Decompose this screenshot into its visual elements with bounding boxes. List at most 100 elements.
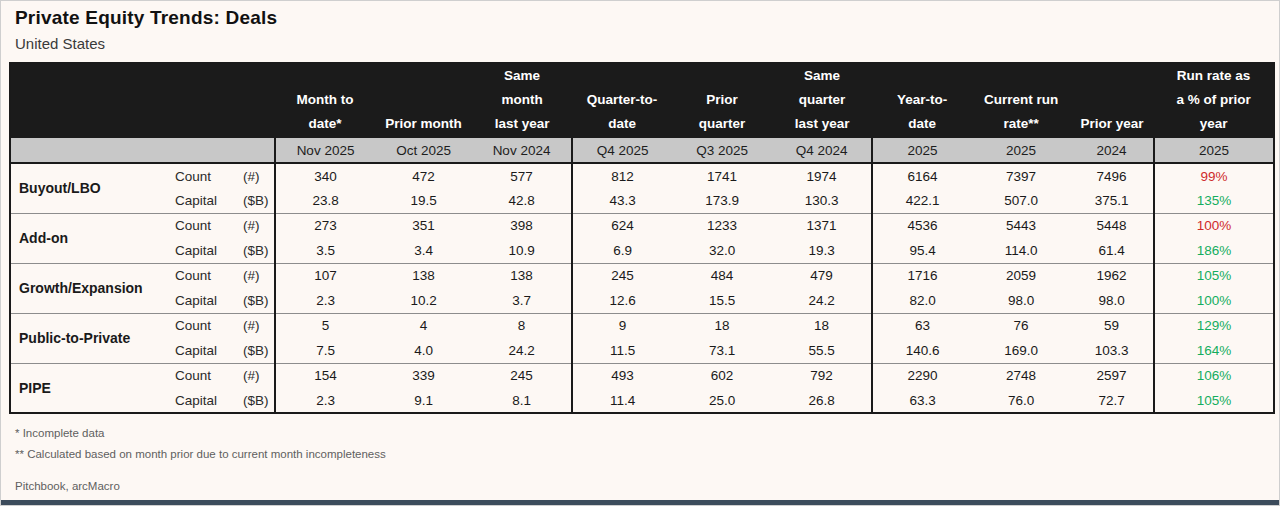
cell-value: 140.6 <box>872 338 972 363</box>
titlebar: Private Equity Trends: Deals United Stat… <box>1 1 1279 52</box>
period-label: 2025 <box>972 138 1070 163</box>
column-header-quarter-to-date: Quarter-to- date <box>572 63 672 138</box>
table-row: PIPE Count (#) 154 339 245 493 602 792 2… <box>10 363 1274 388</box>
cell-value: 43.3 <box>572 188 672 213</box>
cell-value: 812 <box>572 163 672 188</box>
run-rate-pct: 105% <box>1154 263 1274 288</box>
period-subheader-row: Nov 2025 Oct 2025 Nov 2024 Q4 2025 Q3 20… <box>10 138 1274 163</box>
cell-value: 9 <box>572 313 672 338</box>
cell-value: 63 <box>872 313 972 338</box>
cell-value: 6.9 <box>572 238 672 263</box>
cell-value: 2748 <box>972 363 1070 388</box>
cell-value: 12.6 <box>572 288 672 313</box>
cell-value: 11.5 <box>572 338 672 363</box>
cell-value: 19.5 <box>375 188 472 213</box>
cell-value: 375.1 <box>1070 188 1154 213</box>
cell-value: 24.2 <box>472 338 572 363</box>
cell-value: 422.1 <box>872 188 972 213</box>
cell-value: 82.0 <box>872 288 972 313</box>
cell-value: 472 <box>375 163 472 188</box>
cell-value: 23.8 <box>275 188 375 213</box>
unit-label: (#) <box>235 263 275 288</box>
page-title: Private Equity Trends: Deals <box>15 7 1279 29</box>
cell-value: 339 <box>375 363 472 388</box>
run-rate-pct: 106% <box>1154 363 1274 388</box>
period-label: Q3 2025 <box>672 138 772 163</box>
cell-value: 98.0 <box>972 288 1070 313</box>
unit-label: ($B) <box>235 188 275 213</box>
cell-value: 76 <box>972 313 1070 338</box>
cell-value: 95.4 <box>872 238 972 263</box>
cell-value: 577 <box>472 163 572 188</box>
cell-value: 3.5 <box>275 238 375 263</box>
cell-value: 42.8 <box>472 188 572 213</box>
cell-value: 7397 <box>972 163 1070 188</box>
column-header-month-to-date: Month to date* <box>275 63 375 138</box>
cell-value: 63.3 <box>872 388 972 413</box>
report-page: { "header": { "title": "Private Equity T… <box>0 0 1280 506</box>
cell-value: 98.0 <box>1070 288 1154 313</box>
cell-value: 4.0 <box>375 338 472 363</box>
pe-deals-table: Month to date* Prior month Same month la… <box>9 62 1275 414</box>
cell-value: 18 <box>672 313 772 338</box>
cell-value: 5448 <box>1070 213 1154 238</box>
column-header-prior-year: Prior year <box>1070 63 1154 138</box>
page-subtitle: United States <box>15 35 1279 52</box>
metric-label: Capital <box>162 288 235 313</box>
column-header-run-rate-pct: Run rate as a % of prior year <box>1154 63 1274 138</box>
table-row: Add-on Count (#) 273 351 398 624 1233 13… <box>10 213 1274 238</box>
table-row: Growth/Expansion Count (#) 107 138 138 2… <box>10 263 1274 288</box>
footnote-run-rate-method: ** Calculated based on month prior due t… <box>15 448 1279 460</box>
cell-value: 4536 <box>872 213 972 238</box>
run-rate-pct: 129% <box>1154 313 1274 338</box>
row-group-label: PIPE <box>10 363 162 413</box>
cell-value: 2.3 <box>275 388 375 413</box>
metric-label: Count <box>162 263 235 288</box>
metric-label: Capital <box>162 238 235 263</box>
cell-value: 26.8 <box>772 388 872 413</box>
run-rate-pct: 100% <box>1154 288 1274 313</box>
cell-value: 1741 <box>672 163 772 188</box>
cell-value: 507.0 <box>972 188 1070 213</box>
cell-value: 76.0 <box>972 388 1070 413</box>
row-group-label: Growth/Expansion <box>10 263 162 313</box>
cell-value: 479 <box>772 263 872 288</box>
unit-label: (#) <box>235 313 275 338</box>
unit-label: (#) <box>235 163 275 188</box>
cell-value: 1371 <box>772 213 872 238</box>
footnotes: * Incomplete data ** Calculated based on… <box>15 427 1279 492</box>
cell-value: 792 <box>772 363 872 388</box>
run-rate-pct: 99% <box>1154 163 1274 188</box>
cell-value: 4 <box>375 313 472 338</box>
metric-label: Count <box>162 363 235 388</box>
cell-value: 61.4 <box>1070 238 1154 263</box>
row-group-label: Buyout/LBO <box>10 163 162 213</box>
cell-value: 398 <box>472 213 572 238</box>
metric-label: Count <box>162 163 235 188</box>
unit-label: ($B) <box>235 388 275 413</box>
run-rate-pct: 186% <box>1154 238 1274 263</box>
cell-value: 103.3 <box>1070 338 1154 363</box>
table-row: Capital ($B) 2.3 9.1 8.1 11.4 25.0 26.8 … <box>10 388 1274 413</box>
cell-value: 11.4 <box>572 388 672 413</box>
column-header-same-month-last-year: Same month last year <box>472 63 572 138</box>
period-label: Oct 2025 <box>375 138 472 163</box>
table-row: Capital ($B) 7.5 4.0 24.2 11.5 73.1 55.5… <box>10 338 1274 363</box>
cell-value: 245 <box>572 263 672 288</box>
run-rate-pct: 100% <box>1154 213 1274 238</box>
cell-value: 18 <box>772 313 872 338</box>
cell-value: 624 <box>572 213 672 238</box>
cell-value: 1233 <box>672 213 772 238</box>
column-header-same-quarter-last-year: Same quarter last year <box>772 63 872 138</box>
period-label: Nov 2024 <box>472 138 572 163</box>
bottom-accent-bar <box>1 500 1279 505</box>
period-label: Q4 2024 <box>772 138 872 163</box>
run-rate-pct: 105% <box>1154 388 1274 413</box>
cell-value: 9.1 <box>375 388 472 413</box>
cell-value: 114.0 <box>972 238 1070 263</box>
cell-value: 6164 <box>872 163 972 188</box>
cell-value: 3.7 <box>472 288 572 313</box>
row-group-label: Add-on <box>10 213 162 263</box>
row-group-label: Public-to-Private <box>10 313 162 363</box>
table-row: Buyout/LBO Count (#) 340 472 577 812 174… <box>10 163 1274 188</box>
